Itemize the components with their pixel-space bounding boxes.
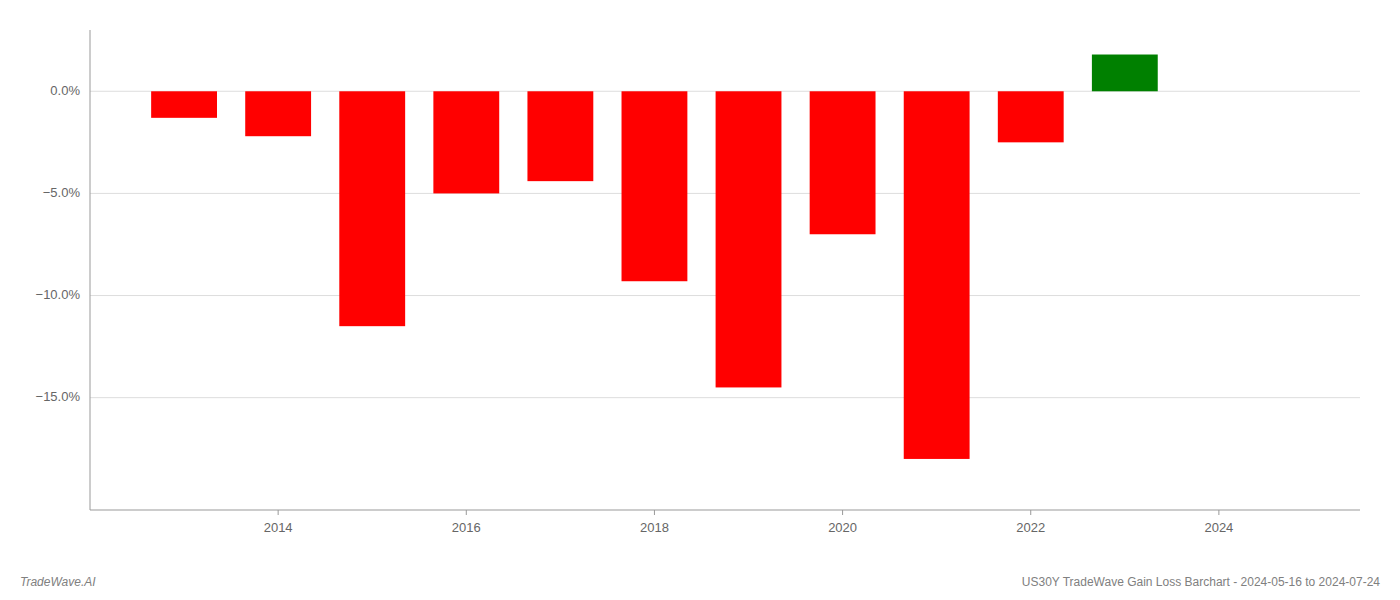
x-tick-label: 2014 [264, 520, 293, 535]
x-axis-line [90, 510, 1360, 511]
bar [339, 91, 405, 326]
bar [151, 91, 217, 118]
watermark: TradeWave.AI [20, 575, 96, 589]
y-tick-label: 0.0% [50, 83, 80, 98]
x-tick-label: 2020 [828, 520, 857, 535]
x-tick-label: 2018 [640, 520, 669, 535]
x-tick [654, 510, 655, 515]
bar [998, 91, 1064, 142]
bar [810, 91, 876, 234]
bar [527, 91, 593, 181]
y-axis-line [90, 30, 91, 510]
chart: 0.0% −5.0% −10.0% −15.0% 2014 2016 2018 2020 202… [0, 0, 1400, 600]
bar [433, 91, 499, 193]
y-tick-label: −15.0% [36, 389, 81, 404]
x-tick [842, 510, 843, 515]
x-tick [278, 510, 279, 515]
x-tick-label: 2016 [452, 520, 481, 535]
x-tick-label: 2024 [1204, 520, 1233, 535]
bar [716, 91, 782, 387]
x-tick [1218, 510, 1219, 515]
y-tick-label: −10.0% [36, 287, 81, 302]
x-tick-label: 2022 [1016, 520, 1045, 535]
bar [1092, 55, 1158, 92]
bars [151, 55, 1158, 459]
grid [90, 91, 1360, 397]
bar [904, 91, 970, 459]
grid-line [90, 397, 1360, 398]
title: US30Y TradeWave Gain Loss Barchart - 202… [1022, 575, 1381, 589]
x-tick [466, 510, 467, 515]
bar [245, 91, 311, 136]
y-tick-label: −5.0% [43, 185, 81, 200]
bar [622, 91, 688, 281]
x-tick [1030, 510, 1031, 515]
